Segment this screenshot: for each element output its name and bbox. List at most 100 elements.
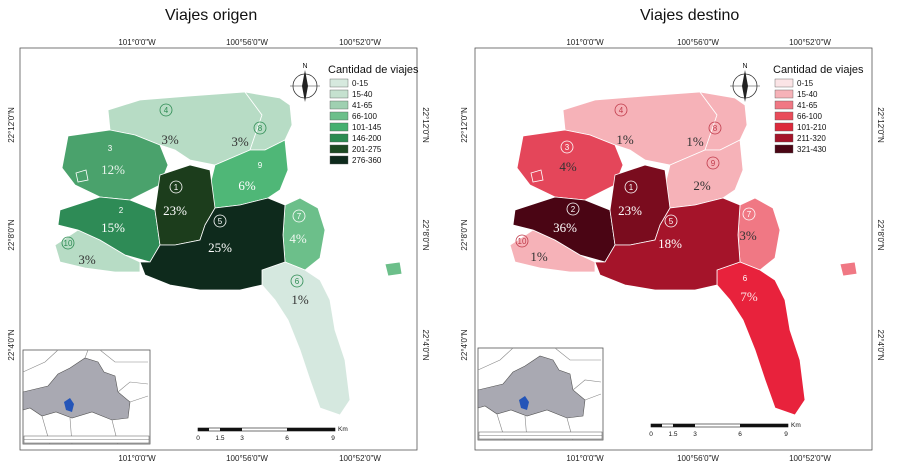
scale-bar: 0 1.5 3 6 9 Km — [196, 426, 348, 442]
lat-label-left-2: 22°8'0"N — [7, 219, 16, 250]
legend-title: Cantidad de viajes — [328, 64, 419, 76]
legend-label: 66-100 — [352, 112, 377, 121]
lon-label-top-2: 100°56'0"W — [226, 38, 268, 47]
zone-8-pct: 3% — [231, 134, 249, 149]
zone-9-number: 9 — [711, 159, 716, 168]
legend-label: 66-100 — [797, 112, 822, 121]
legend-label: 211-320 — [797, 134, 826, 143]
lat-label-right-2: 22°8'0"N — [421, 219, 430, 250]
zone-4-number: 4 — [164, 106, 169, 115]
legend-swatch — [774, 144, 794, 154]
zone-5-number: 5 — [218, 217, 223, 226]
lon-label-bottom-2: 100°56'0"W — [677, 454, 719, 463]
zone-6-number: 6 — [295, 277, 300, 286]
zone-1-pct: 23% — [163, 203, 187, 218]
zone-9-pct: 2% — [693, 178, 711, 193]
lat-label-left-3: 22°4'0"N — [460, 329, 469, 360]
zone-3-pct: 4% — [559, 159, 577, 174]
legend-swatch — [774, 122, 794, 132]
legend-label: 41-65 — [352, 101, 373, 110]
lon-label-bottom-2: 100°56'0"W — [226, 454, 268, 463]
zone-5-pct: 18% — [658, 236, 682, 251]
legend-swatch — [329, 111, 349, 121]
north-arrow-icon: N — [730, 63, 760, 102]
scale-tick-4: 9 — [331, 435, 335, 442]
zone-2-pct: 36% — [553, 220, 577, 235]
zone-10-number: 10 — [518, 237, 527, 246]
zone-1-pct: 23% — [618, 203, 642, 218]
zone-6[interactable] — [261, 261, 351, 416]
zone-1-circle — [169, 180, 183, 194]
legend-swatch — [774, 111, 794, 121]
scale-unit: Km — [338, 426, 348, 433]
zone-7-pct: 3% — [739, 228, 757, 243]
scale-tick-2: 3 — [693, 431, 697, 438]
lon-label-top-1: 101°0'0"W — [566, 38, 604, 47]
legend-swatch — [329, 122, 349, 132]
zone-10-number: 10 — [64, 239, 73, 248]
lat-label-left-1: 22°12'0"N — [7, 107, 16, 143]
scale-tick-2: 3 — [240, 435, 244, 442]
lat-label-right-1: 22°12'0"N — [876, 107, 885, 143]
zone-2-number: 2 — [119, 206, 124, 215]
legend-label: 101-145 — [352, 123, 382, 132]
zone-8-pct: 1% — [686, 134, 704, 149]
title-origen: Viajes origen — [165, 7, 258, 24]
north-label: N — [302, 63, 307, 70]
zone-10-circle — [515, 234, 529, 248]
lat-label-left-1: 22°12'0"N — [460, 107, 469, 143]
inset-map — [477, 347, 604, 441]
zone-10-pct: 3% — [78, 252, 96, 267]
scale-unit: Km — [791, 422, 801, 429]
legend-swatch — [329, 78, 349, 88]
zone-7-number: 7 — [747, 210, 752, 219]
lon-label-bottom-3: 100°52'0"W — [789, 454, 831, 463]
scale-bar: 0 1.5 3 6 9 Km — [649, 422, 801, 438]
legend-swatch — [329, 155, 349, 165]
zone-5-circle — [213, 214, 227, 228]
zone-7-circle — [292, 209, 306, 223]
lat-label-right-1: 22°12'0"N — [421, 107, 430, 143]
zone-5-pct: 25% — [208, 240, 232, 255]
zone-7-circle — [742, 207, 756, 221]
scale-tick-0: 0 — [649, 431, 653, 438]
scale-tick-1: 1.5 — [668, 431, 677, 438]
legend-label: 0-15 — [797, 79, 814, 88]
zone-5-number: 5 — [669, 217, 674, 226]
zone-3-number: 3 — [108, 144, 113, 153]
legend-label: 101-210 — [797, 123, 827, 132]
zone-8-number: 8 — [258, 124, 263, 133]
zone-8-circle — [253, 121, 267, 135]
zone-2-circle — [566, 202, 580, 216]
zone-6[interactable] — [716, 261, 806, 416]
zones-origen — [54, 91, 403, 416]
legend-swatch — [774, 133, 794, 143]
zone-5-circle — [664, 214, 678, 228]
legend-label: 276-360 — [352, 156, 382, 165]
lon-label-top-3: 100°52'0"W — [789, 38, 831, 47]
zone-10-circle — [61, 236, 75, 250]
zone-5[interactable] — [594, 197, 741, 291]
zone-1-number: 1 — [174, 183, 179, 192]
zone-5[interactable] — [139, 197, 286, 291]
legend-label: 15-40 — [797, 90, 818, 99]
scale-tick-3: 6 — [738, 431, 742, 438]
zone-6-pct: 1% — [291, 292, 309, 307]
legend-label: 201-275 — [352, 145, 382, 154]
legend-title: Cantidad de viajes — [773, 64, 864, 76]
scale-tick-4: 9 — [784, 431, 788, 438]
legend-swatch — [329, 133, 349, 143]
inset-map — [22, 349, 151, 445]
lat-label-right-3: 22°4'0"N — [421, 329, 430, 360]
zone-4-pct: 3% — [161, 132, 179, 147]
legend-label: 146-200 — [352, 134, 382, 143]
outlier-3 — [75, 169, 89, 183]
zone-9-circle — [706, 156, 720, 170]
lat-label-left-2: 22°8'0"N — [460, 219, 469, 250]
zone-labels-destino: 4 1% 8 1% 3 4% 9 2% 1 23% 2 36% 5 18% 7 … — [515, 103, 758, 304]
north-arrow-icon: N — [290, 63, 320, 102]
zone-7-number: 7 — [297, 212, 302, 221]
legend-label: 15-40 — [352, 90, 373, 99]
